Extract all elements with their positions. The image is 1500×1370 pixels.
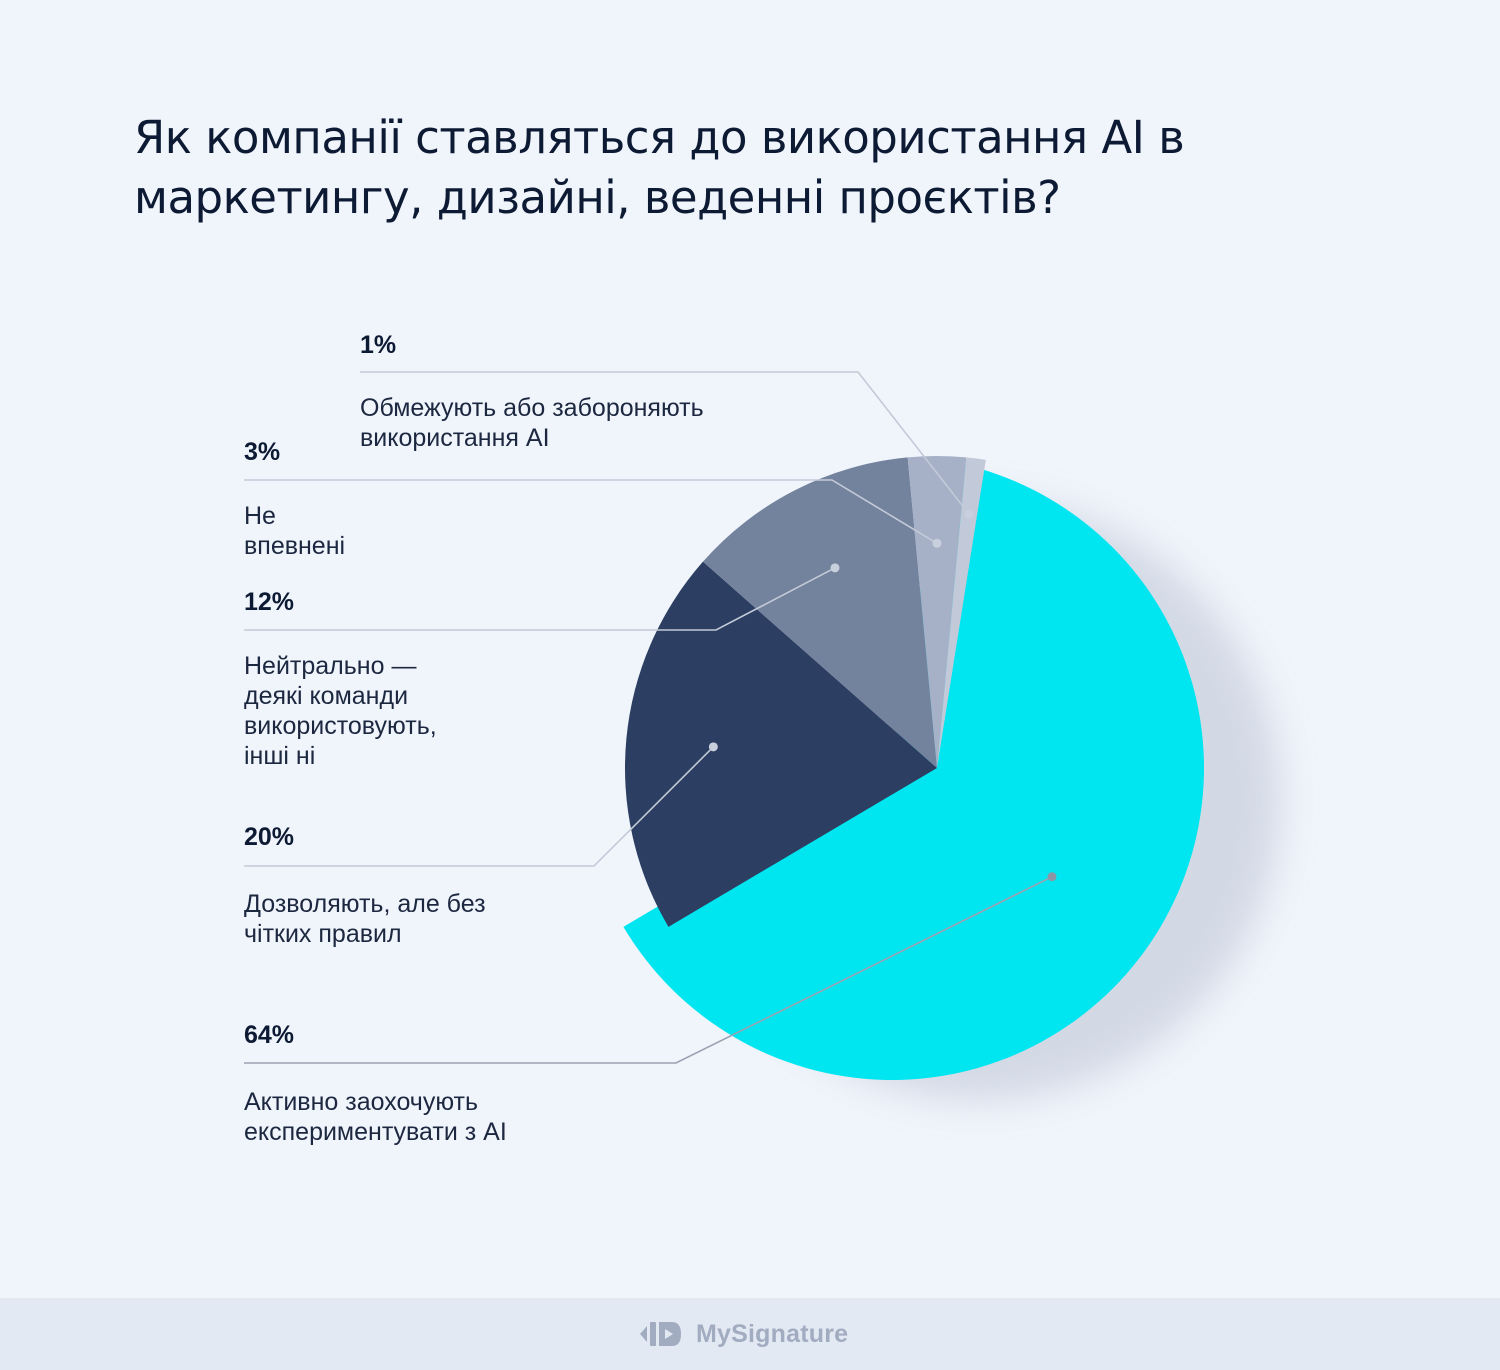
- leader-dot: [830, 563, 840, 573]
- chart-title: Як компанії ставляться до використання A…: [134, 111, 1185, 224]
- pie-chart: 64% Активно заохочують експериментувати з …: [244, 331, 1280, 1146]
- slice-percent-label: 12%: [244, 588, 294, 616]
- slice-description-label: Дозволяють, але без чітких правил: [244, 890, 486, 948]
- slice-percent-label: 20%: [244, 823, 294, 851]
- leader-line: [360, 371, 970, 515]
- leader-dot: [964, 509, 974, 519]
- slice-percent-label: 64%: [244, 1021, 294, 1049]
- mysignature-logo-icon: [640, 1322, 681, 1346]
- slice-description-label: Активно заохочують експериментувати з AI: [244, 1088, 507, 1146]
- brand-name: MySignature: [696, 1319, 849, 1348]
- leader-line: [244, 479, 938, 545]
- leader-line: [244, 567, 836, 631]
- slice-description-label: Обмежують або забороняють використання AI: [360, 394, 704, 452]
- leader-dot: [932, 538, 942, 548]
- footer-bar: [0, 1298, 1500, 1370]
- pie-slice-12: [702, 457, 937, 768]
- slice-description-label: Нейтрально — деякі команди використовують,…: [244, 652, 437, 770]
- pie-slice-1: [937, 457, 986, 768]
- leader-dot: [708, 742, 718, 752]
- brand-logo: MySignature: [638, 1317, 848, 1351]
- slice-description-label: Не впевнені: [244, 502, 345, 560]
- leader-dot: [1047, 872, 1057, 882]
- slice-percent-label: 1%: [360, 331, 396, 359]
- pie-slice-20: [625, 561, 937, 927]
- slice-percent-label: 3%: [244, 438, 280, 466]
- leader-line: [244, 876, 1053, 1064]
- leader-line: [244, 746, 714, 867]
